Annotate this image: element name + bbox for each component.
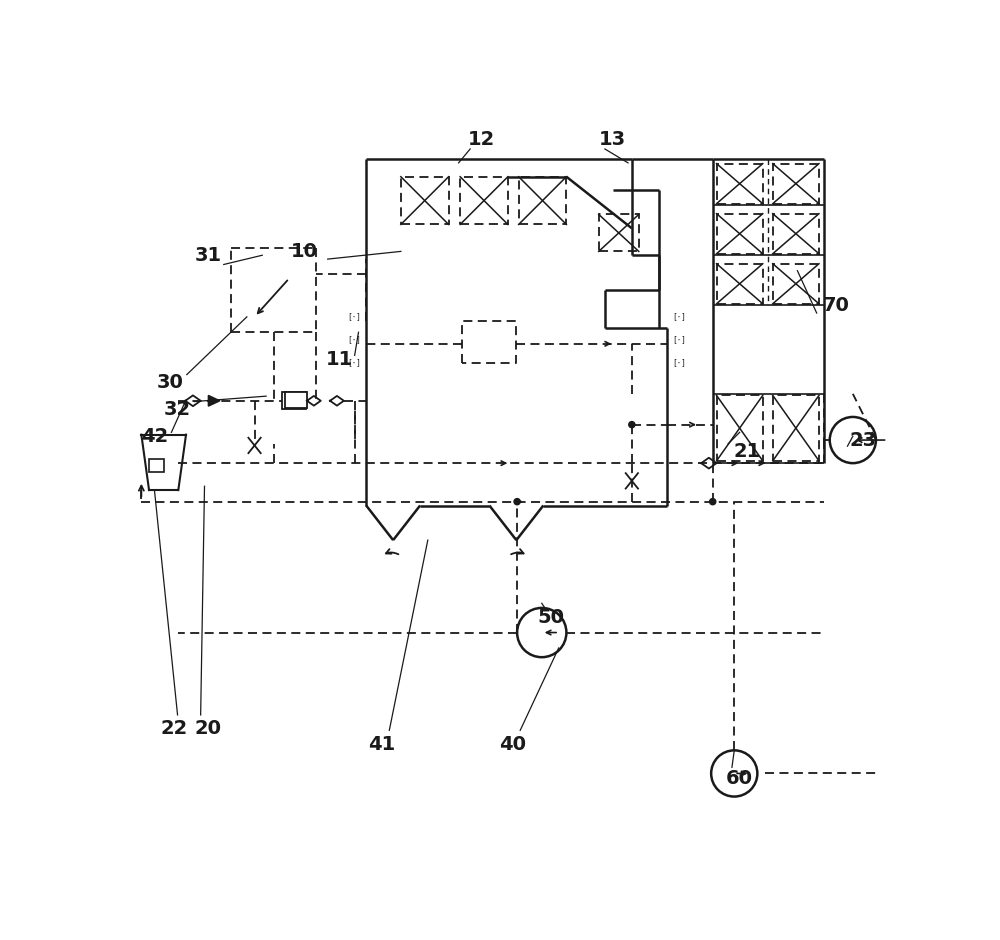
Text: 20: 20: [195, 719, 222, 738]
Bar: [773, 164, 819, 204]
Bar: [401, 177, 449, 225]
Circle shape: [514, 498, 520, 505]
Text: 22: 22: [160, 719, 187, 738]
Text: 32: 32: [164, 400, 191, 418]
Text: 41: 41: [368, 735, 395, 754]
Bar: [773, 264, 819, 304]
Text: 13: 13: [599, 131, 626, 149]
Text: 40: 40: [499, 735, 526, 754]
Bar: [717, 213, 763, 254]
Text: [·]: [·]: [347, 336, 361, 344]
Text: [·]: [·]: [672, 358, 686, 368]
Text: [·]: [·]: [672, 336, 686, 344]
Bar: [460, 177, 508, 225]
Text: 21: 21: [734, 442, 761, 462]
Text: 60: 60: [726, 769, 753, 789]
Bar: [773, 213, 819, 254]
Text: [·]: [·]: [347, 358, 361, 368]
Bar: [717, 396, 763, 461]
Polygon shape: [208, 396, 220, 406]
Text: 50: 50: [538, 607, 564, 627]
Text: [·]: [·]: [347, 312, 361, 321]
Bar: [599, 214, 639, 251]
Text: 30: 30: [156, 373, 183, 392]
Bar: [717, 264, 763, 304]
Text: [·]: [·]: [672, 312, 686, 321]
Text: 11: 11: [326, 350, 353, 368]
Text: 70: 70: [822, 296, 849, 315]
Bar: [149, 459, 164, 473]
Text: 42: 42: [141, 427, 168, 446]
Bar: [773, 396, 819, 461]
Bar: [519, 177, 566, 225]
Circle shape: [710, 498, 716, 505]
Bar: [717, 164, 763, 204]
Circle shape: [629, 421, 635, 428]
Text: 10: 10: [291, 242, 318, 261]
Text: 23: 23: [849, 431, 876, 449]
Bar: [285, 392, 307, 408]
Text: 12: 12: [468, 131, 495, 149]
Bar: [282, 392, 306, 409]
Text: 31: 31: [195, 245, 222, 265]
